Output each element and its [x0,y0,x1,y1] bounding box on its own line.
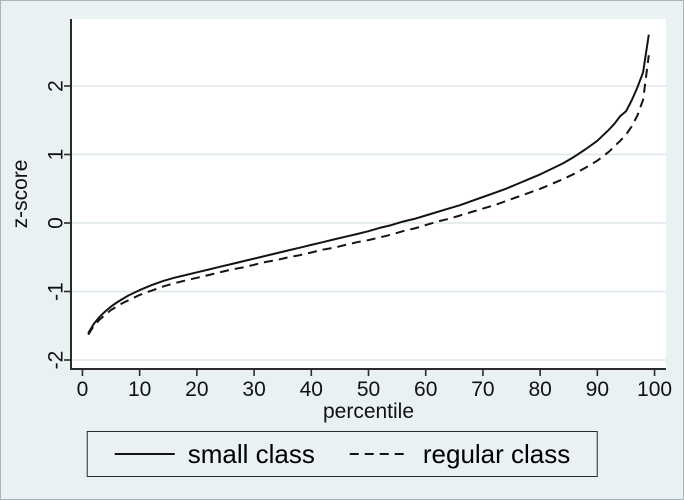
svg-text:70: 70 [471,378,494,401]
svg-text:50: 50 [357,378,380,401]
svg-text:60: 60 [414,378,437,401]
svg-text:90: 90 [586,378,609,401]
legend-label-regular-class: regular class [422,439,571,469]
svg-text:40: 40 [300,378,323,401]
svg-text:100: 100 [637,378,672,401]
svg-text:0: 0 [45,217,68,229]
svg-text:80: 80 [528,378,551,401]
legend-item-regular-class: regular class [349,441,570,467]
svg-text:20: 20 [185,378,208,401]
solid-line-key-icon [114,453,175,455]
svg-text:2: 2 [45,80,68,92]
svg-text:1: 1 [45,149,68,161]
svg-text:percentile: percentile [323,400,414,423]
svg-text:-1: -1 [45,282,68,301]
dashed-line-key-icon [349,453,410,455]
legend-item-small-class: small class [114,441,315,467]
svg-text:30: 30 [242,378,265,401]
svg-text:z-score: z-score [9,160,32,229]
svg-text:10: 10 [128,378,151,401]
legend-label-small-class: small class [187,439,315,469]
legend: small class regular class [86,431,598,477]
svg-text:-2: -2 [45,351,68,370]
svg-text:0: 0 [77,378,89,401]
